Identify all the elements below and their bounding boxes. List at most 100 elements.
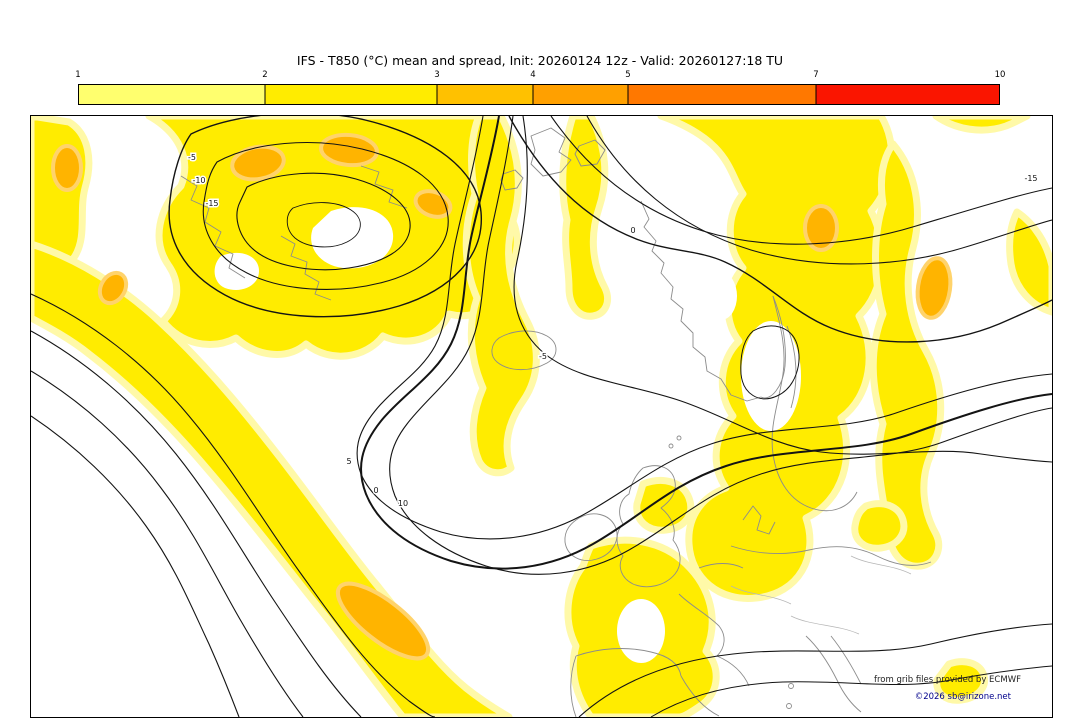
sweden-coast xyxy=(760,295,786,399)
iberia-west-coast xyxy=(570,655,577,717)
contour-label: -5 xyxy=(188,153,196,162)
contour-label: -5 xyxy=(539,352,547,361)
contour-line xyxy=(31,330,362,717)
map-frame: -5 -10 -15 5 0 10 -5 0 -15 from grib fil… xyxy=(30,115,1053,718)
contour-label: 0 xyxy=(630,226,635,235)
colorbar-tick: 3 xyxy=(434,70,440,80)
spread-colorbar: 1 2 3 4 5 7 10 xyxy=(0,68,1080,108)
contour-line xyxy=(578,623,1052,717)
contour-line xyxy=(236,172,411,271)
denmark-coast xyxy=(742,505,776,535)
chart-title: IFS - T850 (°C) mean and spread, Init: 2… xyxy=(296,53,784,68)
coastline-layer xyxy=(180,127,932,717)
iberia-med-coast xyxy=(680,675,720,717)
attribution: from grib files provided by ECMWF ©2026 … xyxy=(874,675,1021,702)
spread-hole xyxy=(705,272,737,320)
baltic-south-coast xyxy=(730,545,932,566)
spread-fill-layer xyxy=(31,116,1052,717)
contour-line xyxy=(31,415,240,717)
spread-hole xyxy=(741,321,801,431)
colorbar-segment-2 xyxy=(264,84,438,105)
spread-region xyxy=(851,500,908,552)
svalbard-coast xyxy=(530,127,572,177)
spread-core xyxy=(803,204,839,252)
colorbar-segment-5 xyxy=(627,84,817,105)
colorbar-tick: 1 xyxy=(75,70,81,80)
spread-region xyxy=(869,140,945,570)
gulf-of-bothnia xyxy=(786,325,797,409)
uk-coast xyxy=(616,465,681,588)
spread-core xyxy=(51,144,83,192)
contour-line xyxy=(550,116,1052,245)
contour-line-zero xyxy=(360,116,1052,570)
greenland-coast xyxy=(180,175,246,279)
colorbar-segment-3 xyxy=(436,84,534,105)
country-border xyxy=(730,585,792,605)
colorbar-tick: 5 xyxy=(625,70,631,80)
contour-line xyxy=(513,116,1052,463)
contour-line xyxy=(508,116,1052,343)
country-border xyxy=(850,555,912,575)
italy-coast xyxy=(805,635,862,713)
colorbar-swatches xyxy=(78,84,1000,105)
colorbar-tick: 10 xyxy=(994,70,1006,80)
contour-layer xyxy=(31,116,1052,717)
contour-line xyxy=(740,325,800,400)
spread-core xyxy=(319,132,379,168)
contour-label: -15 xyxy=(1024,174,1037,183)
spread-core xyxy=(97,270,129,306)
colorbar-border xyxy=(78,84,1000,105)
greenland-coast xyxy=(360,165,408,209)
baltic-coast xyxy=(771,295,858,512)
contour-label: -10 xyxy=(192,176,205,185)
spread-core-layer xyxy=(51,132,953,661)
spread-region xyxy=(462,116,540,477)
country-border xyxy=(790,615,860,635)
svalbard-coast xyxy=(574,139,606,167)
island xyxy=(788,683,794,689)
spread-region xyxy=(31,240,513,717)
colorbar-tick: 7 xyxy=(813,70,819,80)
spread-region xyxy=(932,116,1031,134)
island xyxy=(786,703,792,709)
spread-region xyxy=(559,116,611,320)
contour-line xyxy=(286,202,361,248)
greenland-coast xyxy=(280,235,332,301)
island xyxy=(676,435,682,441)
ireland-coast xyxy=(564,513,618,561)
island xyxy=(668,443,674,449)
contour-label: 0 xyxy=(373,486,378,495)
contour-line xyxy=(586,116,1052,265)
contour-line xyxy=(168,116,482,318)
contour-label: 5 xyxy=(346,457,351,466)
contour-line xyxy=(356,116,1052,540)
svalbard-coast xyxy=(500,169,524,191)
adriatic-coast xyxy=(830,635,862,685)
france-coast xyxy=(678,593,750,687)
colorbar-segment-4 xyxy=(532,84,629,105)
spread-region xyxy=(933,658,989,704)
spread-core xyxy=(335,581,431,661)
contour-label: 10 xyxy=(398,499,408,508)
spread-core xyxy=(230,144,286,182)
contour-line xyxy=(31,293,436,717)
spread-hole xyxy=(311,207,394,269)
colorbar-segment-1 xyxy=(78,84,266,105)
iberia-north-coast xyxy=(575,648,682,677)
contour-label-layer: -5 -10 -15 5 0 10 -5 0 -15 xyxy=(187,152,1040,510)
colorbar-segment-6 xyxy=(815,84,1000,105)
colorbar-tick: 2 xyxy=(262,70,268,80)
spread-region xyxy=(1006,208,1052,316)
contour-line xyxy=(650,665,1052,717)
spread-hole xyxy=(617,599,665,663)
contour-line xyxy=(389,116,1052,575)
contour-line xyxy=(202,142,449,290)
spread-core xyxy=(915,256,953,320)
attribution-line-2: ©2026 sb@irizone.net xyxy=(915,692,1012,702)
norway-coast xyxy=(640,200,762,402)
contour-line xyxy=(31,370,304,717)
spread-hole-layer xyxy=(214,207,801,663)
contour-label: -15 xyxy=(205,199,218,208)
iceland-coast xyxy=(491,330,557,371)
